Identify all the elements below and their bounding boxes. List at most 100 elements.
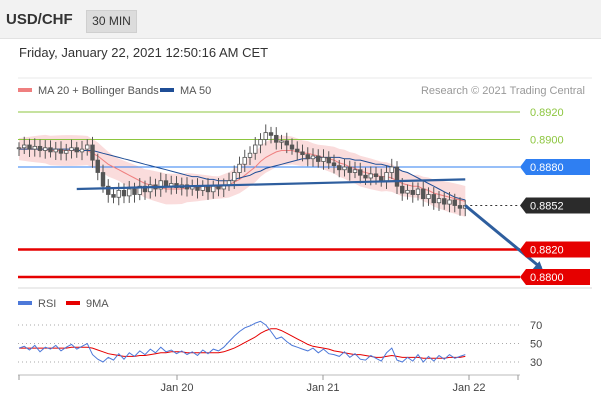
candle-body [148, 184, 153, 193]
candle [347, 160, 352, 181]
price-tag-bg-4 [520, 241, 590, 258]
candle [85, 139, 90, 156]
candle [79, 140, 85, 161]
candle [289, 138, 295, 155]
legend-label-rsi: RSI [38, 298, 56, 310]
candle [111, 186, 116, 204]
candle [300, 144, 305, 162]
candle-body [300, 151, 305, 156]
candle [253, 137, 258, 160]
candle [321, 149, 326, 170]
candle [32, 138, 37, 157]
candle-body [137, 185, 142, 195]
candle [326, 151, 331, 170]
candle-body [289, 144, 295, 150]
candle-body [373, 173, 379, 178]
candle-body [279, 140, 284, 143]
candle [316, 149, 321, 168]
price-legend: MA 20 + Bollinger Bands MA 50 [18, 85, 211, 97]
candle [457, 197, 463, 216]
candle [27, 138, 32, 157]
candle-body [37, 145, 43, 151]
candle-body [64, 150, 69, 154]
candle-body [211, 185, 216, 193]
rsi-legend: RSI 9MA [18, 298, 109, 310]
candle-body [331, 162, 337, 167]
support-trendline [76, 178, 466, 191]
candle-body [410, 189, 415, 195]
candle [132, 182, 137, 203]
candle-body [415, 188, 421, 195]
price-tags: 0.8920 0.8900 0.8880 0.8852 0.8820 0.8800 [520, 107, 590, 285]
candle [121, 183, 127, 204]
x-axis-ticks: Jan 20 Jan 21 Jan 22 [18, 375, 519, 394]
bollinger-band [19, 134, 466, 217]
candle-body [79, 148, 85, 153]
candle [116, 182, 121, 206]
candle-body [69, 147, 74, 151]
candle-body [232, 172, 237, 182]
candle [137, 178, 142, 201]
legend-swatch-ma20 [18, 88, 32, 92]
candle-body [106, 185, 111, 195]
candle-body [284, 140, 289, 146]
x-tick-label: Jan 21 [306, 382, 339, 394]
candle-body [32, 145, 37, 150]
candle-body [431, 194, 436, 204]
candle [394, 161, 400, 194]
candle-body [442, 198, 447, 205]
price-levels [18, 111, 520, 279]
candle-body [274, 134, 279, 143]
candle-body [27, 144, 32, 150]
candle [274, 127, 279, 150]
price-tag-label-4: 0.8820 [530, 245, 564, 257]
candle-body [116, 189, 121, 198]
timeframe-button[interactable]: 30 MIN [86, 10, 137, 33]
research-credit: Research © 2021 Trading Central [421, 85, 585, 97]
legend-label-ma50: MA 50 [180, 85, 211, 97]
rsi-tick-label-30: 30 [530, 357, 542, 369]
rsi-9ma-line [19, 328, 466, 359]
candle-body [326, 156, 331, 164]
price-tag-label-5: 0.8800 [530, 272, 564, 284]
x-tick-label: Jan 20 [160, 382, 193, 394]
candle-body [268, 132, 274, 136]
forecast-arrow-shaft [464, 204, 542, 270]
candle [331, 154, 337, 174]
candle-body [163, 180, 169, 187]
candle [69, 139, 74, 159]
candle-body [258, 139, 263, 146]
legend-label-9ma: 9MA [86, 298, 109, 310]
price-tag-bg-2 [520, 159, 590, 175]
x-tick-label: Jan 22 [452, 382, 485, 394]
candle-body [74, 147, 79, 153]
candle-body [447, 199, 452, 205]
candle [342, 158, 347, 177]
candle-body [43, 147, 48, 151]
legend-label-ma20: MA 20 + Bollinger Bands [38, 85, 159, 97]
candle [43, 140, 48, 159]
candle-body [132, 188, 137, 195]
candle-body [457, 205, 463, 209]
candle-body [58, 148, 64, 154]
candle [410, 182, 415, 203]
candle [358, 162, 363, 184]
candle-body [363, 174, 368, 179]
candle-body [158, 180, 163, 190]
candle-body [358, 169, 363, 176]
candle-body [16, 147, 22, 150]
candle-body [310, 155, 316, 160]
candle [421, 181, 426, 207]
candle-body [436, 198, 442, 204]
candle-body [85, 144, 90, 150]
candle [53, 141, 58, 160]
candle-body [127, 188, 132, 197]
legend-swatch-9ma [66, 301, 80, 305]
candle-body [121, 189, 127, 197]
candle-body [347, 166, 352, 173]
chart-header: USD/CHF 30 MIN [0, 0, 601, 39]
candle-body [53, 148, 58, 153]
candle [442, 191, 447, 210]
candle-body [405, 189, 410, 194]
candle [95, 153, 100, 181]
